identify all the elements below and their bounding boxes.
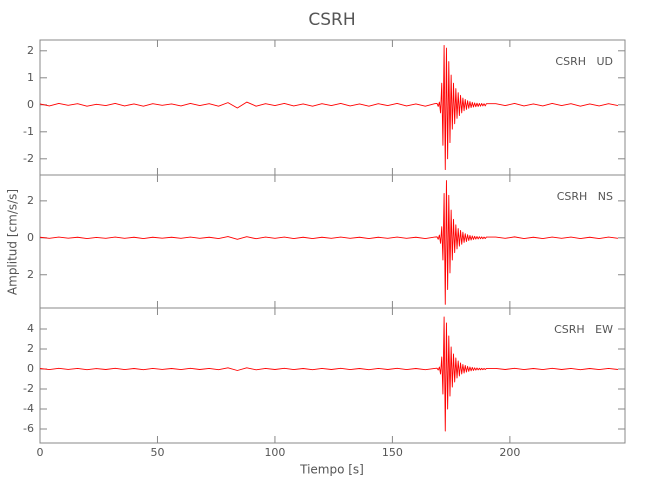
x-tick-label: 50 <box>150 446 164 459</box>
panel-frame <box>39 39 626 176</box>
panel-frame <box>39 174 626 309</box>
x-tick-label: 150 <box>382 446 403 459</box>
y-tick-label: 0 <box>27 362 34 375</box>
waveform <box>39 180 619 305</box>
y-tick-label: -6 <box>23 422 34 435</box>
x-tick-label: 100 <box>264 446 285 459</box>
y-tick-label: 2 <box>27 44 34 57</box>
trace-label: CSRH EW <box>554 323 613 336</box>
chart-title: CSRH <box>308 10 355 30</box>
trace-label: CSRH NS <box>557 190 613 203</box>
y-tick-label: 1 <box>27 71 34 84</box>
y-tick-label: -2 <box>23 382 34 395</box>
y-tick-label: 4 <box>27 322 34 335</box>
panel-frame <box>39 307 626 444</box>
y-axis-label: Amplitud [cm/s/s] <box>6 189 20 295</box>
x-axis-label: Tiempo [s] <box>299 463 364 477</box>
x-tick-label: 0 <box>37 446 44 459</box>
y-tick-label: 2 <box>27 342 34 355</box>
y-tick-label: 2 <box>27 194 34 207</box>
y-tick-label: -1 <box>23 125 34 138</box>
waveform <box>39 316 619 432</box>
trace-label: CSRH UD <box>555 55 613 68</box>
y-tick-label: 2 <box>27 268 34 281</box>
y-tick-label: -2 <box>23 152 34 165</box>
waveform <box>39 44 619 171</box>
y-tick-label: 0 <box>27 98 34 111</box>
y-tick-label: 0 <box>27 231 34 244</box>
x-tick-label: 200 <box>499 446 520 459</box>
y-tick-label: -4 <box>23 402 34 415</box>
